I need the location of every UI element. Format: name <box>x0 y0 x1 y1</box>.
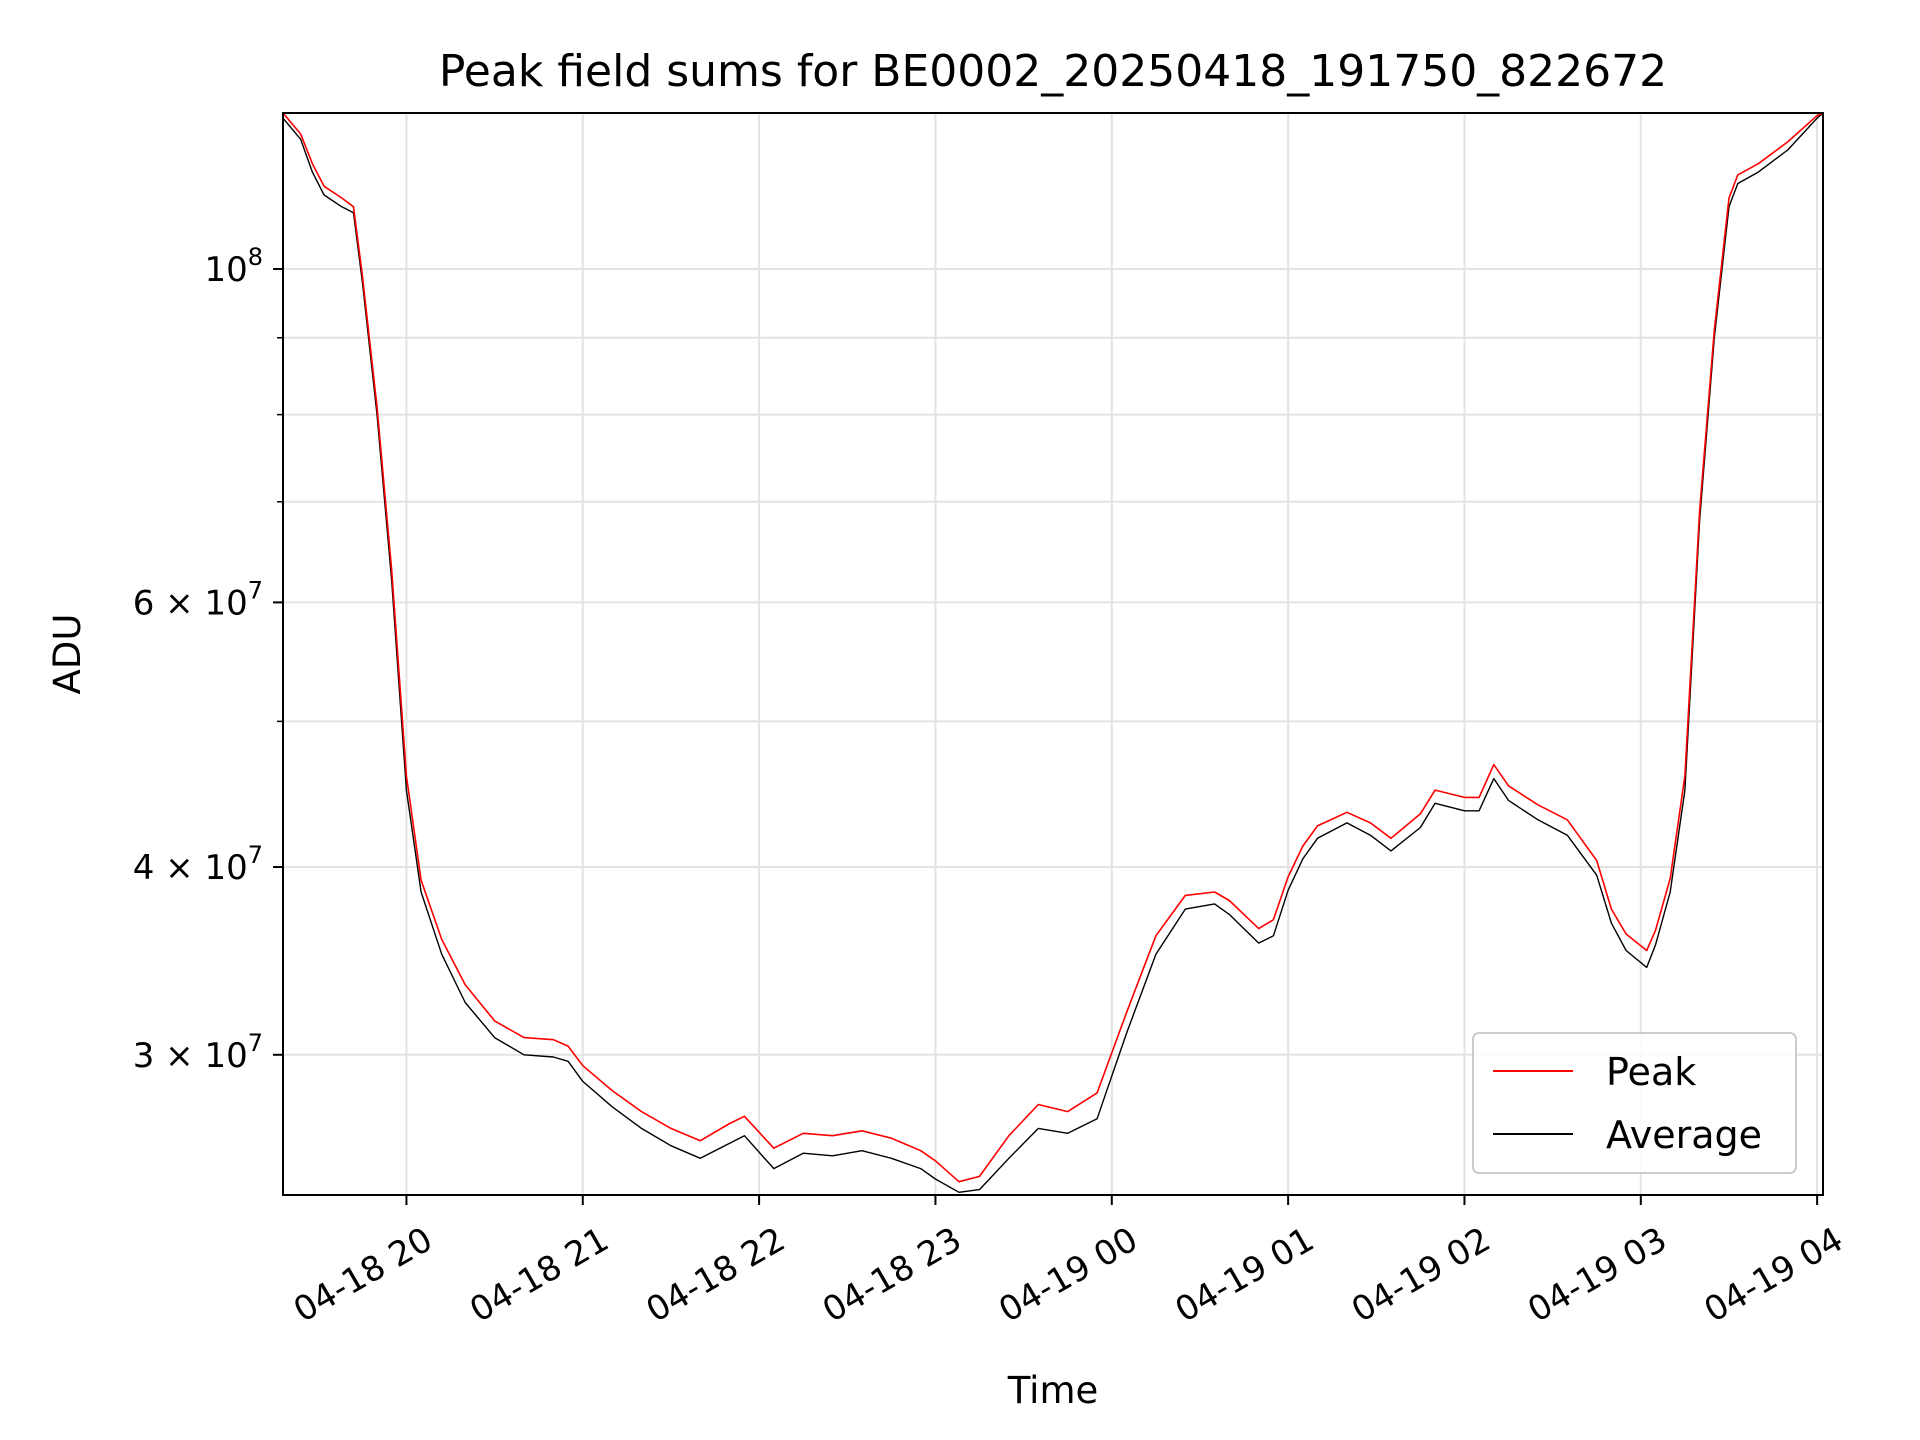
x-axis-label: Time <box>1007 1369 1099 1412</box>
series-line-peak <box>283 113 1823 1183</box>
plot-frame <box>282 112 1824 1196</box>
y-tick-label-base: 10 <box>204 250 247 290</box>
y-tick-label: 3 × 107 <box>133 1029 263 1076</box>
legend-label-average: Average <box>1606 1113 1762 1157</box>
y-axis-label: ADU <box>46 614 89 695</box>
y-tick-label: 4 × 107 <box>133 841 263 888</box>
y-tick-label-exponent: 7 <box>248 841 263 869</box>
chart-title: Peak field sums for BE0002_20250418_1917… <box>439 46 1667 97</box>
legend: Peak Average <box>1472 1032 1797 1174</box>
y-tick-label: 6 × 107 <box>133 576 263 623</box>
y-tick-label-exponent: 8 <box>248 243 263 271</box>
y-tick-label-base: 4 × 10 <box>133 848 248 888</box>
y-tick-label-base: 6 × 10 <box>133 583 248 623</box>
y-tick-label: 108 <box>204 243 263 290</box>
y-tick-label-exponent: 7 <box>248 576 263 604</box>
series-line-average <box>283 113 1823 1193</box>
legend-label-peak: Peak <box>1606 1050 1696 1094</box>
y-tick-label-base: 3 × 10 <box>133 1036 248 1076</box>
series-layer <box>283 113 1823 1193</box>
legend-frame <box>1472 1032 1797 1174</box>
y-tick-label-exponent: 7 <box>248 1029 263 1057</box>
